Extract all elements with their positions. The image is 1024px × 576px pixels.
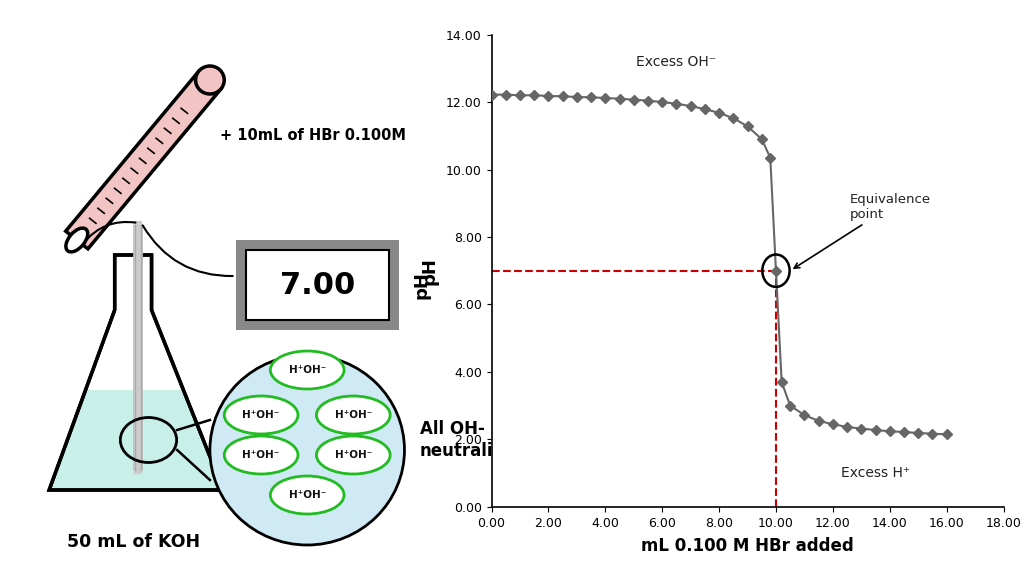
Text: H⁺OH⁻: H⁺OH⁻ [335,450,372,460]
Text: H⁺OH⁻: H⁺OH⁻ [289,365,326,375]
FancyBboxPatch shape [236,240,399,330]
Text: H⁺OH⁻: H⁺OH⁻ [335,410,372,420]
Circle shape [210,355,404,545]
Text: pH: pH [413,271,431,299]
X-axis label: mL 0.100 M HBr added: mL 0.100 M HBr added [641,537,854,555]
Text: 50 mL of KOH: 50 mL of KOH [67,533,200,551]
Ellipse shape [196,66,224,94]
Text: Excess H⁺: Excess H⁺ [841,466,910,480]
Text: H⁺OH⁻: H⁺OH⁻ [289,490,326,500]
Ellipse shape [270,351,344,389]
Ellipse shape [316,436,390,474]
Text: H⁺OH⁻: H⁺OH⁻ [243,410,280,420]
Text: 7.00: 7.00 [280,271,355,300]
Polygon shape [86,255,183,390]
Y-axis label: pH: pH [421,257,439,285]
Text: All OH-
neutralized: All OH- neutralized [420,420,526,460]
Text: + 10mL of HBr 0.100M: + 10mL of HBr 0.100M [220,127,407,142]
Ellipse shape [224,436,298,474]
Text: H⁺OH⁻: H⁺OH⁻ [243,450,280,460]
Ellipse shape [316,396,390,434]
FancyBboxPatch shape [246,250,389,320]
Ellipse shape [224,396,298,434]
Ellipse shape [270,476,344,514]
Text: Equivalence
point: Equivalence point [794,192,931,268]
Polygon shape [49,255,223,490]
Text: Excess OH⁻: Excess OH⁻ [636,55,717,69]
Polygon shape [66,71,221,249]
Ellipse shape [66,228,88,252]
